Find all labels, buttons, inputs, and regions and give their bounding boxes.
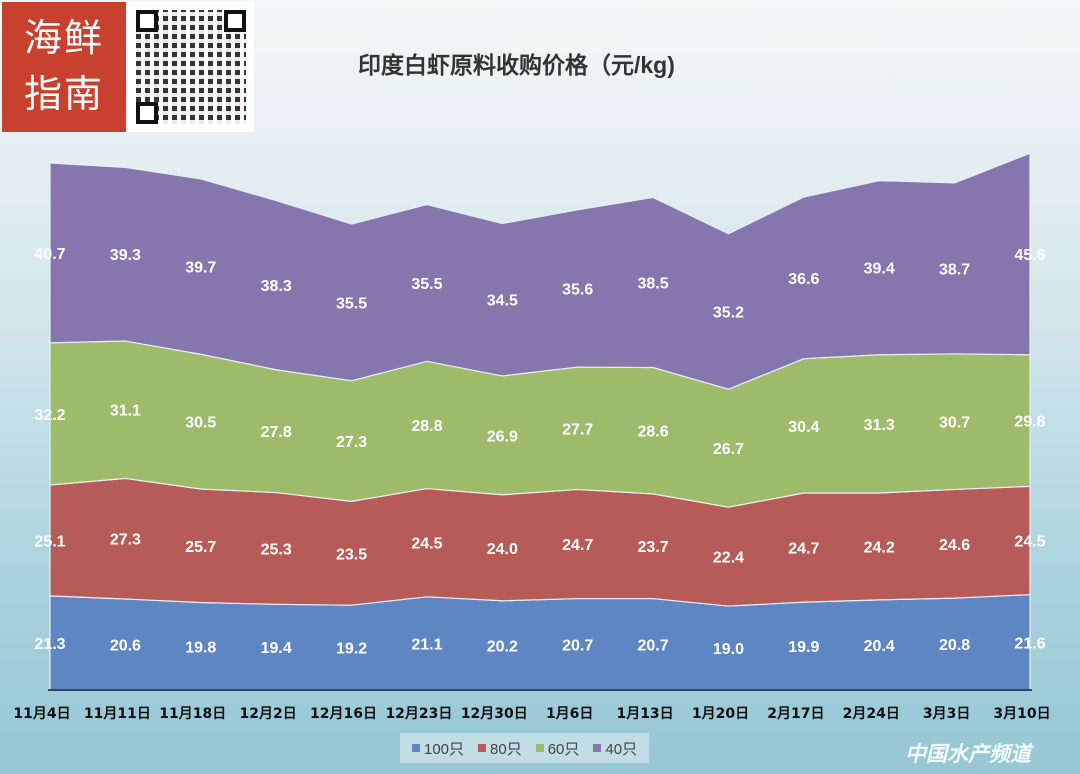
data-label: 23.7: [638, 539, 669, 556]
data-label: 25.3: [261, 541, 292, 558]
x-tick-label: 3月3日: [923, 706, 970, 722]
data-label: 31.1: [110, 403, 141, 420]
data-label: 34.5: [487, 293, 518, 310]
data-label: 25.1: [34, 533, 65, 550]
data-label: 21.3: [34, 636, 65, 653]
data-label: 35.2: [713, 304, 744, 321]
x-tick-label: 12月2日: [240, 706, 297, 722]
legend-label: 60只: [547, 740, 580, 758]
data-label: 24.7: [562, 537, 593, 554]
x-tick-label: 2月24日: [843, 706, 900, 722]
data-label: 24.5: [411, 536, 442, 553]
x-tick-label: 1月20日: [692, 706, 749, 722]
data-label: 30.7: [939, 415, 970, 432]
brand-logo: 海鲜 指南: [2, 2, 126, 132]
data-label: 27.3: [336, 434, 367, 451]
data-label: 24.6: [939, 537, 970, 554]
data-label: 23.5: [336, 546, 367, 563]
legend-swatch: [412, 744, 420, 752]
x-tick-label: 12月23日: [385, 706, 452, 722]
data-label: 21.6: [1014, 635, 1045, 652]
data-label: 28.8: [411, 418, 442, 435]
x-tick-label: 1月6日: [546, 706, 593, 722]
x-tick-label: 2月17日: [767, 706, 824, 722]
x-tick-label: 1月13日: [616, 706, 673, 722]
data-label: 27.8: [261, 424, 292, 441]
data-label: 26.7: [713, 441, 744, 458]
x-tick-label: 12月16日: [310, 706, 377, 722]
data-label: 27.7: [562, 421, 593, 438]
data-label: 45.6: [1014, 247, 1045, 264]
data-label: 39.3: [110, 247, 141, 264]
data-label: 20.2: [487, 638, 518, 655]
data-label: 24.5: [1014, 533, 1045, 550]
data-label: 19.0: [713, 641, 744, 658]
x-tick-label: 12月30日: [461, 706, 528, 722]
x-tick-label: 11月4日: [13, 706, 70, 722]
data-label: 19.9: [788, 639, 819, 656]
data-label: 39.7: [185, 260, 216, 277]
x-tick-label: 3月10日: [993, 706, 1050, 722]
data-label: 39.4: [864, 261, 895, 278]
area-series-3: [49, 152, 1031, 390]
data-label: 36.6: [788, 271, 819, 288]
data-label: 35.5: [411, 276, 442, 293]
legend-item: 40只: [593, 738, 637, 759]
x-tick-label: 11月11日: [84, 706, 151, 722]
data-label: 20.4: [864, 638, 895, 655]
data-label: 24.2: [864, 539, 895, 556]
data-label: 21.1: [411, 636, 442, 653]
data-label: 31.3: [864, 417, 895, 434]
legend-swatch: [535, 744, 544, 752]
data-label: 30.4: [788, 419, 819, 436]
legend-swatch: [593, 744, 602, 752]
data-label: 26.9: [487, 428, 518, 445]
data-label: 20.8: [939, 637, 970, 654]
data-label: 24.7: [788, 541, 819, 558]
data-label: 30.5: [185, 415, 216, 432]
legend-label: 100只: [424, 740, 465, 758]
data-label: 38.5: [638, 275, 669, 292]
data-label: 19.4: [261, 640, 292, 657]
legend-label: 80只: [490, 740, 522, 758]
data-label: 20.7: [562, 637, 593, 654]
data-label: 28.6: [638, 424, 669, 441]
legend-item: 100只: [412, 738, 464, 759]
legend-item: 80只: [478, 738, 522, 759]
data-label: 32.2: [34, 407, 65, 424]
data-label: 22.4: [713, 550, 744, 567]
data-label: 38.3: [261, 278, 292, 295]
data-label: 40.7: [34, 246, 65, 263]
data-label: 27.3: [110, 532, 141, 549]
data-label: 35.6: [562, 281, 593, 298]
data-label: 20.7: [638, 637, 669, 654]
data-label: 25.7: [185, 539, 216, 556]
data-label: 19.2: [336, 641, 367, 658]
data-label: 24.0: [487, 541, 518, 558]
data-label: 20.6: [110, 638, 141, 655]
legend-swatch: [478, 744, 487, 752]
qr-code: [128, 2, 254, 132]
data-label: 38.7: [939, 261, 970, 278]
data-label: 19.8: [185, 639, 216, 656]
chart-legend: 100只 80只 60只 40只: [400, 733, 650, 763]
chart-title: 印度白虾原料收购价格（元/kg): [358, 52, 675, 78]
data-label: 35.5: [336, 295, 367, 312]
data-label: 29.8: [1014, 414, 1045, 431]
legend-item: 60只: [535, 738, 580, 759]
watermark: 中国水产频道: [905, 743, 1031, 766]
x-tick-label: 11月18日: [159, 706, 226, 722]
legend-label: 40只: [605, 740, 638, 758]
